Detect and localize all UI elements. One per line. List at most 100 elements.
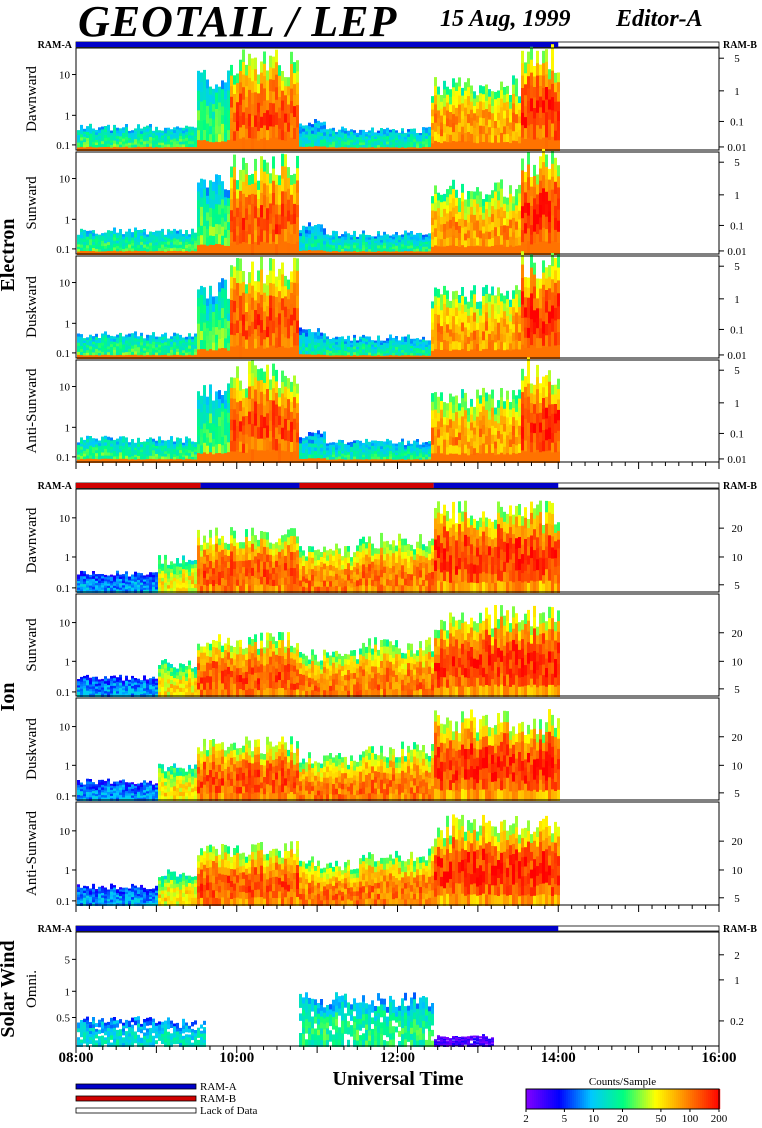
heatmap	[77, 992, 494, 1047]
y-tick-label: 0.1	[56, 583, 70, 595]
colorbar-tick-label: 10	[588, 1113, 600, 1125]
x-tick-label: 16:00	[702, 1050, 737, 1066]
panel-electron-duskward: Duskward 10 1 0.1 5 1 0.1 0.01	[24, 251, 747, 362]
group-label-solar-wind: Solar Wind	[0, 940, 19, 1037]
y-tick-label: 0.1	[56, 348, 70, 360]
right-tick-label: 20	[732, 628, 744, 640]
colorbar-tick-label: 50	[655, 1113, 667, 1125]
panel-frame	[75, 488, 720, 593]
right-tick-label: 0.01	[727, 454, 746, 466]
panel-ion-anti-sunward: Anti-Sunward 10 1 0.1 20 10 5	[24, 801, 744, 908]
y-tick-label: 10	[59, 513, 71, 525]
x-tick-label: 08:00	[59, 1050, 94, 1066]
heatmap	[77, 357, 560, 463]
panel-label: Dawnward	[24, 507, 40, 573]
colorbar-title: Counts/Sample	[589, 1076, 656, 1088]
right-tick-label: 1	[734, 190, 740, 202]
legend-swatch	[75, 1107, 197, 1114]
x-tick-label: 12:00	[380, 1050, 415, 1066]
ram-bar-segment	[433, 483, 559, 488]
legend-label: Lack of Data	[200, 1105, 258, 1117]
y-tick-label: 5	[65, 954, 71, 966]
panel-label: Anti-Sunward	[24, 811, 40, 896]
right-tick-label: 0.1	[730, 324, 744, 336]
right-tick-label: 2	[734, 950, 740, 962]
y-tick-label: 1	[65, 865, 71, 877]
y-tick-label: 1	[65, 760, 71, 772]
panel-frame	[75, 697, 720, 801]
heatmap	[77, 44, 560, 151]
heatmap	[77, 500, 560, 593]
right-tick-label: 5	[734, 261, 740, 273]
right-tick-label: 20	[732, 523, 744, 535]
y-tick-label: 10	[59, 174, 71, 186]
right-tick-label: 5	[734, 365, 740, 377]
panel-electron-dawnward: Dawnward 10 1 0.1 5 1 0.1 0.01	[24, 44, 747, 154]
y-tick-label: 1	[65, 656, 71, 668]
panel-frame	[75, 151, 720, 255]
right-tick-label: 0.1	[730, 116, 744, 128]
right-tick-label: 0.1	[730, 428, 744, 440]
y-tick-label: 0.1	[56, 452, 70, 464]
y-tick-label: 10	[59, 618, 71, 630]
right-tick-label: 0.2	[730, 1016, 744, 1028]
y-tick-label: 10	[59, 70, 71, 82]
panel-solar-wind-omni.: Omni. 5 1 0.5 2 1 0.2	[24, 931, 744, 1047]
legend-swatch	[75, 1083, 197, 1090]
y-tick-label: 0.5	[56, 1013, 70, 1025]
right-tick-label: 0.01	[727, 246, 746, 258]
right-tick-label: 5	[734, 788, 740, 800]
heatmap	[77, 148, 560, 255]
panel-ion-duskward: Duskward 10 1 0.1 20 10 5	[24, 697, 744, 803]
legend-label: RAM-B	[200, 1093, 236, 1105]
y-tick-label: 0.1	[56, 244, 70, 256]
colorbar-tick-label: 5	[562, 1113, 568, 1125]
ram-right-label: RAM-B	[723, 481, 757, 492]
right-tick-label: 1	[734, 294, 740, 306]
panel-label: Sunward	[24, 176, 40, 230]
editor-label: Editor-A	[616, 6, 703, 32]
panel-frame	[75, 255, 720, 359]
panel-electron-sunward: Sunward 10 1 0.1 5 1 0.1 0.01	[24, 148, 747, 258]
heatmap	[77, 709, 560, 801]
right-tick-label: 0.01	[727, 350, 746, 362]
right-tick-label: 10	[732, 656, 744, 668]
right-tick-label: 20	[732, 732, 744, 744]
ram-left-label: RAM-A	[38, 924, 73, 935]
ram-right-label: RAM-B	[723, 924, 757, 935]
right-tick-label: 0.1	[730, 220, 744, 232]
right-tick-label: 5	[734, 684, 740, 696]
ram-bar-segment	[299, 483, 434, 488]
right-tick-label: 10	[732, 865, 744, 877]
ram-left-label: RAM-A	[38, 481, 73, 492]
ram-bar-segment	[76, 42, 559, 47]
colorbar-tick-label: 100	[682, 1113, 699, 1125]
panel-label: Dawnward	[24, 66, 40, 132]
panel-label: Omni.	[24, 970, 40, 1008]
y-tick-label: 1	[65, 318, 71, 330]
ram-right-label: RAM-B	[723, 40, 757, 51]
right-tick-label: 5	[734, 893, 740, 905]
colorbar-tick-label: 200	[711, 1113, 728, 1125]
x-tick-label: 10:00	[219, 1050, 254, 1066]
legend-swatch	[75, 1095, 197, 1102]
right-tick-label: 5	[734, 580, 740, 592]
x-tick-label: 14:00	[541, 1050, 576, 1066]
y-tick-label: 10	[59, 826, 71, 838]
right-tick-label: 1	[734, 398, 740, 410]
right-tick-label: 1	[734, 86, 740, 98]
y-tick-label: 1	[65, 986, 71, 998]
ram-bar-segment	[76, 926, 559, 931]
page-title: GEOTAIL / LEP	[78, 0, 398, 46]
right-tick-label: 0.01	[727, 142, 746, 154]
legend-label: RAM-A	[200, 1081, 237, 1093]
right-tick-label: 10	[732, 552, 744, 564]
right-tick-label: 5	[734, 157, 740, 169]
x-axis-label: Universal Time	[333, 1068, 464, 1090]
panel-label: Anti-Sunward	[24, 368, 40, 453]
y-tick-label: 0.1	[56, 687, 70, 699]
y-tick-label: 0.1	[56, 140, 70, 152]
right-tick-label: 1	[734, 975, 740, 987]
y-tick-label: 0.1	[56, 896, 70, 908]
